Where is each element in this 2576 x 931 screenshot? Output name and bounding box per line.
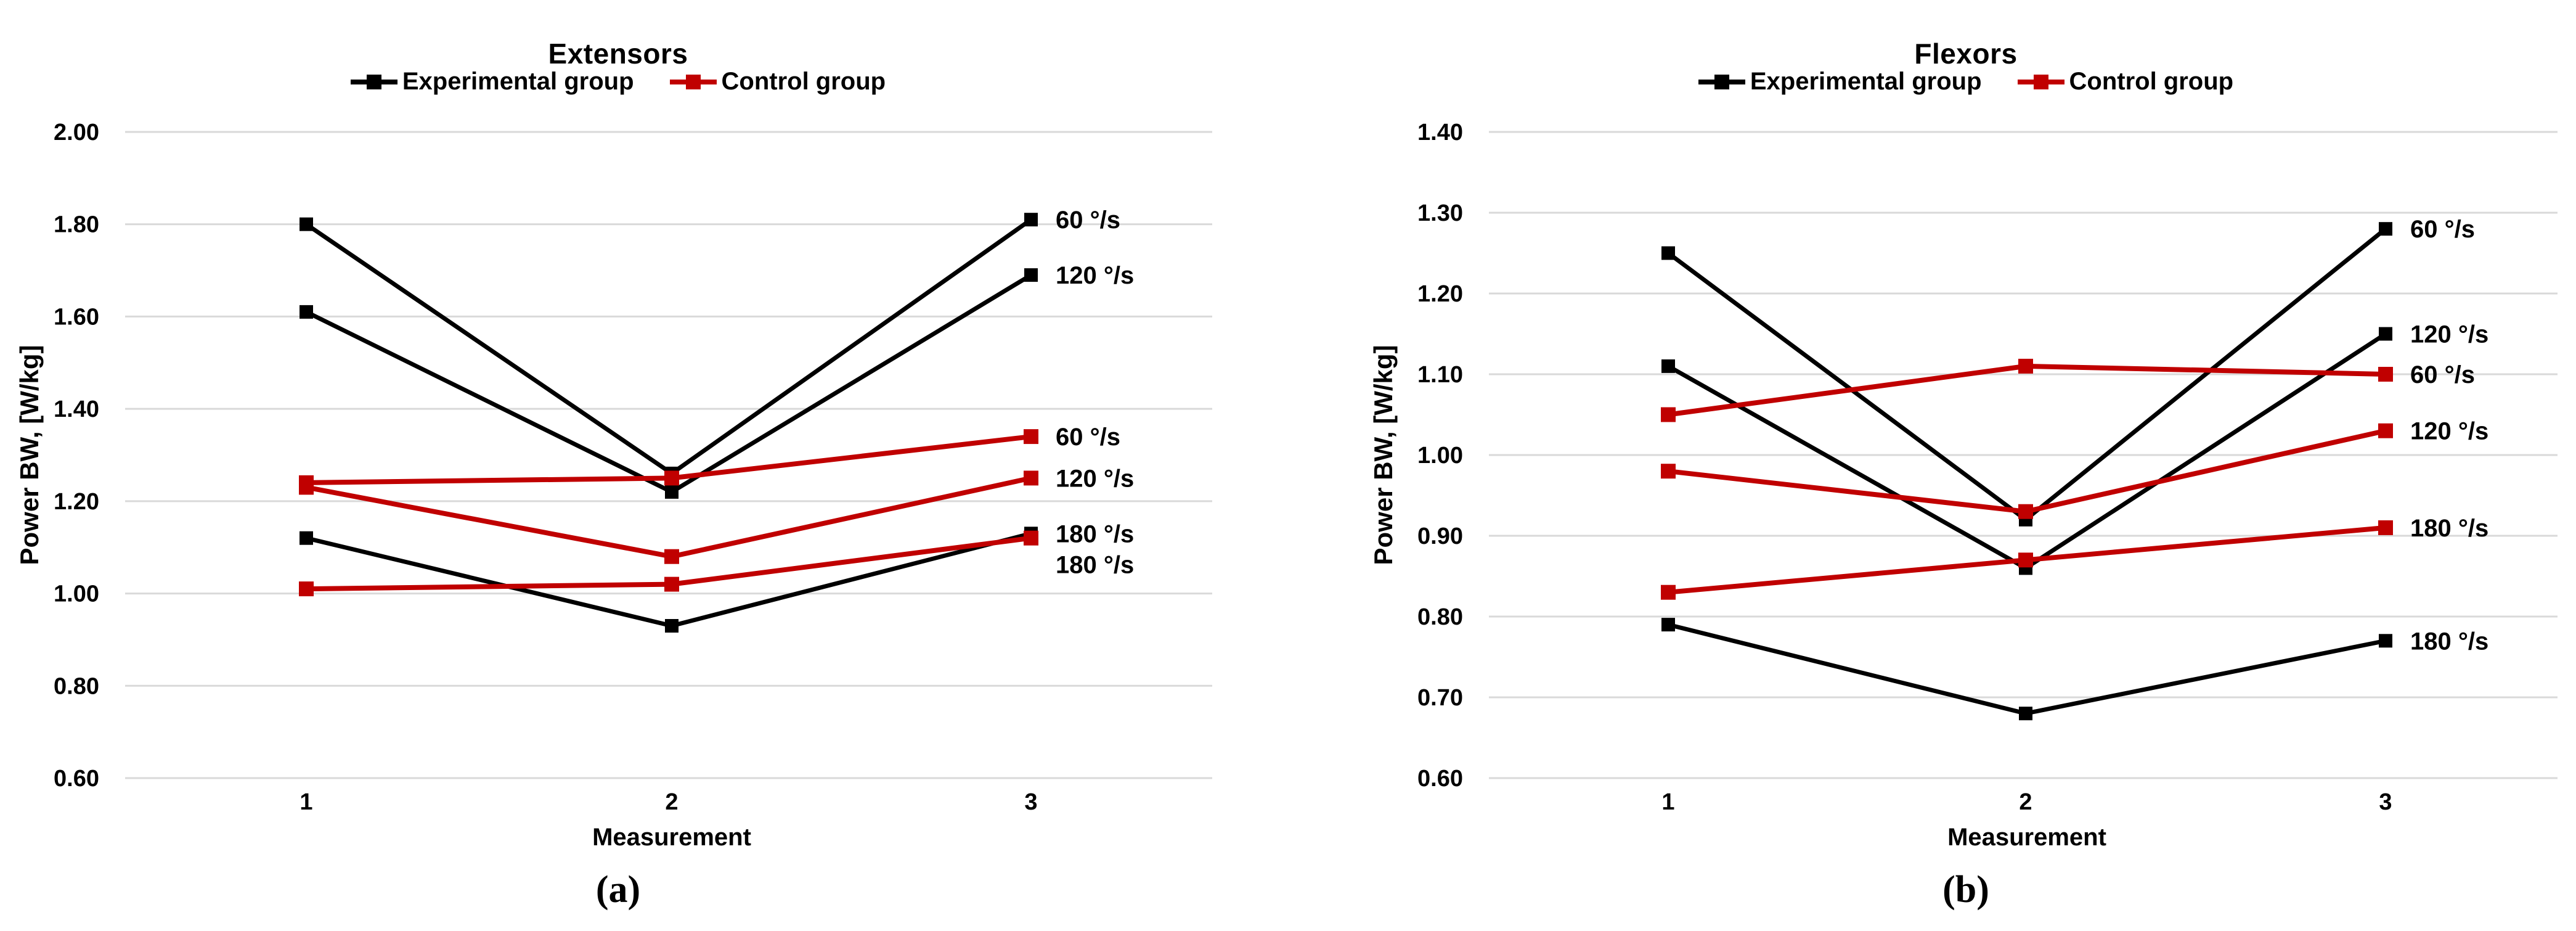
y-tick-label: 1.40 — [54, 396, 99, 422]
chart-title: Extensors — [548, 38, 688, 70]
chart-title: Flexors — [1914, 38, 2018, 70]
series-marker — [2019, 707, 2032, 721]
series-marker — [1024, 530, 1038, 546]
series-marker — [665, 485, 679, 499]
series-marker — [2018, 552, 2033, 568]
series-marker — [300, 217, 313, 231]
chart-extensors: Extensors Experimental group Control gro… — [15, 38, 1212, 911]
y-tick-label: 1.40 — [1417, 120, 1463, 146]
y-tick-label: 1.60 — [54, 304, 99, 330]
series-marker — [2018, 504, 2033, 519]
legend-item-experimental-group: Experimental group — [350, 68, 634, 96]
series-marker — [300, 305, 313, 319]
y-tick-label: 1.20 — [1417, 281, 1463, 307]
series-end-label: 120 °/s — [1056, 262, 1134, 289]
series-marker — [300, 531, 313, 545]
series-marker — [2378, 367, 2393, 382]
y-tick-label: 1.80 — [54, 212, 99, 238]
y-tick-label: 1.00 — [54, 581, 99, 607]
y-tick-label: 0.90 — [1417, 523, 1463, 549]
y-tick-label: 0.80 — [54, 673, 99, 699]
panel-caption-a: (a) — [595, 869, 641, 911]
series-end-label: 180 °/s — [1056, 551, 1134, 578]
series-end-label: 180 °/s — [2410, 515, 2488, 542]
x-axis-title: Measurement — [592, 824, 751, 851]
legend-label: Experimental group — [1750, 68, 1982, 95]
series-marker — [1661, 584, 1676, 600]
plot-area: 1.40 1.30 1.20 1.10 1.00 0.90 0.80 0.70 0.60 1 2 3 6… — [1417, 120, 2558, 815]
series-marker — [2379, 634, 2392, 648]
legend: Experimental group Control group — [125, 68, 1111, 96]
legend-label: Experimental group — [402, 68, 634, 95]
experimental-series-line-marker-icon — [1698, 74, 1745, 89]
legend-item-control-group: Control group — [2017, 68, 2234, 96]
y-tick-label: 2.00 — [54, 120, 99, 146]
series-end-label: 60 °/s — [2410, 216, 2475, 243]
series-end-label: 180 °/s — [1056, 520, 1134, 548]
y-tick-label: 1.30 — [1417, 200, 1463, 226]
x-tick-label: 2 — [2019, 789, 2032, 815]
series-marker — [1661, 407, 1676, 422]
y-tick-label: 0.70 — [1417, 685, 1463, 711]
series-end-label: 60 °/s — [1056, 207, 1120, 234]
series-marker — [1024, 268, 1038, 282]
control-series-line-marker-icon — [669, 74, 717, 89]
legend-label: Control group — [721, 68, 886, 95]
series-marker — [1661, 246, 1675, 260]
series-line — [305, 273, 1032, 494]
x-tick-label: 1 — [1661, 789, 1674, 815]
series-end-label: 120 °/s — [1056, 465, 1134, 492]
x-tick-label: 3 — [1024, 789, 1037, 815]
series-marker — [299, 581, 314, 597]
series-marker — [1024, 429, 1038, 445]
y-tick-label: 1.00 — [1417, 443, 1463, 469]
series-line — [305, 218, 1033, 477]
series-marker — [664, 549, 679, 564]
series-end-label: 60 °/s — [2410, 361, 2475, 388]
series-marker — [2378, 423, 2393, 438]
legend-item-control-group: Control group — [669, 68, 886, 96]
series-marker — [1661, 359, 1675, 373]
series-marker — [1024, 470, 1038, 486]
panel-caption-b: (b) — [1942, 869, 1989, 911]
series-marker — [665, 619, 679, 633]
series-marker — [1661, 464, 1676, 479]
y-tick-label: 0.80 — [1417, 604, 1463, 630]
series-marker — [2018, 358, 2033, 374]
chart-flexors: Flexors Experimental group Control group… — [1288, 0, 2576, 931]
series-marker — [664, 470, 679, 486]
legend: Experimental group Control group — [1473, 68, 2459, 96]
series-marker — [2378, 520, 2393, 535]
y-tick-label: 1.20 — [54, 489, 99, 515]
series-marker — [1024, 213, 1038, 227]
y-tick-label: 1.10 — [1417, 362, 1463, 388]
y-tick-label: 0.60 — [1417, 766, 1463, 792]
series-marker — [299, 480, 314, 495]
x-tick-label: 2 — [665, 789, 678, 815]
series-marker — [664, 576, 679, 592]
control-series-line-marker-icon — [2017, 74, 2064, 89]
series-line — [1668, 622, 2386, 716]
series-marker — [1661, 618, 1675, 632]
legend-item-experimental-group: Experimental group — [1698, 68, 1982, 96]
x-tick-label: 1 — [300, 789, 312, 815]
x-axis-title: Measurement — [1947, 824, 2106, 851]
plot-area: 2.00 1.80 1.60 1.40 1.20 1.00 0.80 0.60 1 2 3 60 °/… — [54, 120, 1212, 815]
series-end-label: 120 °/s — [2410, 321, 2488, 348]
experimental-series-line-marker-icon — [350, 74, 397, 89]
series-end-label: 180 °/s — [2410, 628, 2488, 655]
series-marker — [2379, 222, 2392, 236]
series-end-label: 60 °/s — [1056, 424, 1120, 451]
x-tick-label: 3 — [2379, 789, 2392, 815]
y-tick-label: 0.60 — [54, 766, 99, 792]
series-end-label: 120 °/s — [2410, 418, 2488, 445]
series-marker — [2379, 327, 2392, 341]
legend-label: Control group — [2069, 68, 2234, 95]
series-line — [1668, 428, 2386, 514]
